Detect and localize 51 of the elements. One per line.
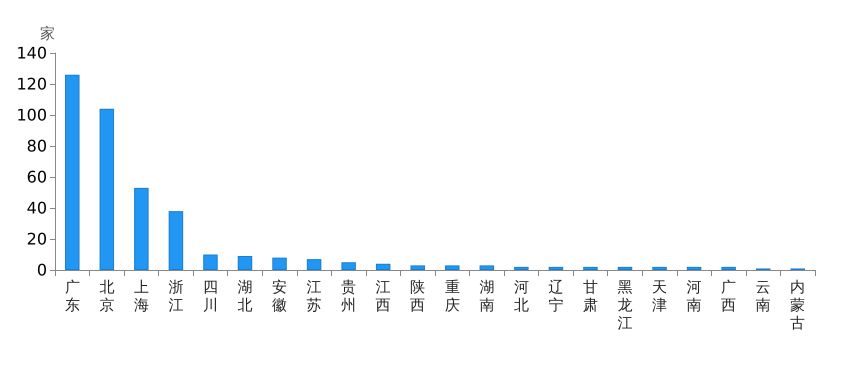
x-tick-label: 湖北	[238, 278, 252, 314]
bar	[238, 256, 252, 270]
y-tick-label: 20	[26, 230, 47, 248]
x-tick-label: 安徽	[272, 278, 288, 314]
bar	[341, 262, 356, 270]
bar	[410, 265, 425, 270]
x-tick-label: 黑龙江	[618, 278, 632, 332]
y-tick-label: 60	[26, 168, 47, 186]
bar	[686, 266, 702, 270]
x-tick-label: 湖南	[479, 278, 494, 314]
bar	[548, 266, 564, 270]
x-tick-label: 河北	[514, 278, 529, 314]
bar	[583, 266, 598, 270]
bar	[652, 266, 667, 270]
bar	[272, 258, 287, 270]
x-tick-label: 内蒙古	[790, 278, 806, 332]
y-tick-label: 140	[16, 44, 47, 62]
x-tick-label: 浙江	[168, 278, 184, 314]
x-tick-label: 重庆	[444, 278, 460, 314]
bar	[203, 254, 218, 270]
bar	[618, 266, 632, 270]
bar	[134, 188, 149, 270]
x-tick-label: 云南	[756, 278, 771, 314]
bar	[445, 265, 460, 270]
y-tick-label: 40	[26, 198, 47, 218]
x-tick-label: 贵州	[341, 278, 356, 314]
bar	[721, 266, 736, 270]
bar	[376, 264, 390, 270]
bar	[514, 266, 529, 270]
bar	[100, 108, 114, 270]
x-tick-label: 江苏	[306, 278, 322, 314]
y-tick-label: 0	[36, 260, 47, 280]
y-tick-label: 80	[26, 136, 47, 156]
y-tick-label: 120	[16, 74, 47, 94]
x-tick-label: 四川	[202, 278, 218, 314]
y-tick-label: 100	[16, 106, 47, 124]
bar	[306, 259, 322, 270]
x-tick-label: 江西	[376, 278, 391, 314]
x-tick-label: 陕西	[410, 278, 426, 314]
x-tick-label: 辽宁	[548, 278, 564, 314]
x-tick-label: 上海	[134, 278, 149, 314]
x-tick-label: 河南	[686, 278, 702, 314]
x-tick-label: 广东	[64, 278, 80, 314]
x-tick-label: 广西	[721, 278, 736, 314]
y-axis-title: 家	[40, 24, 55, 42]
bar	[65, 74, 80, 270]
x-tick-label: 天津	[652, 278, 668, 314]
bar	[480, 265, 494, 270]
x-tick-label: 甘肃	[582, 278, 598, 314]
bar	[168, 211, 184, 270]
x-tick-label: 北京	[99, 278, 114, 314]
